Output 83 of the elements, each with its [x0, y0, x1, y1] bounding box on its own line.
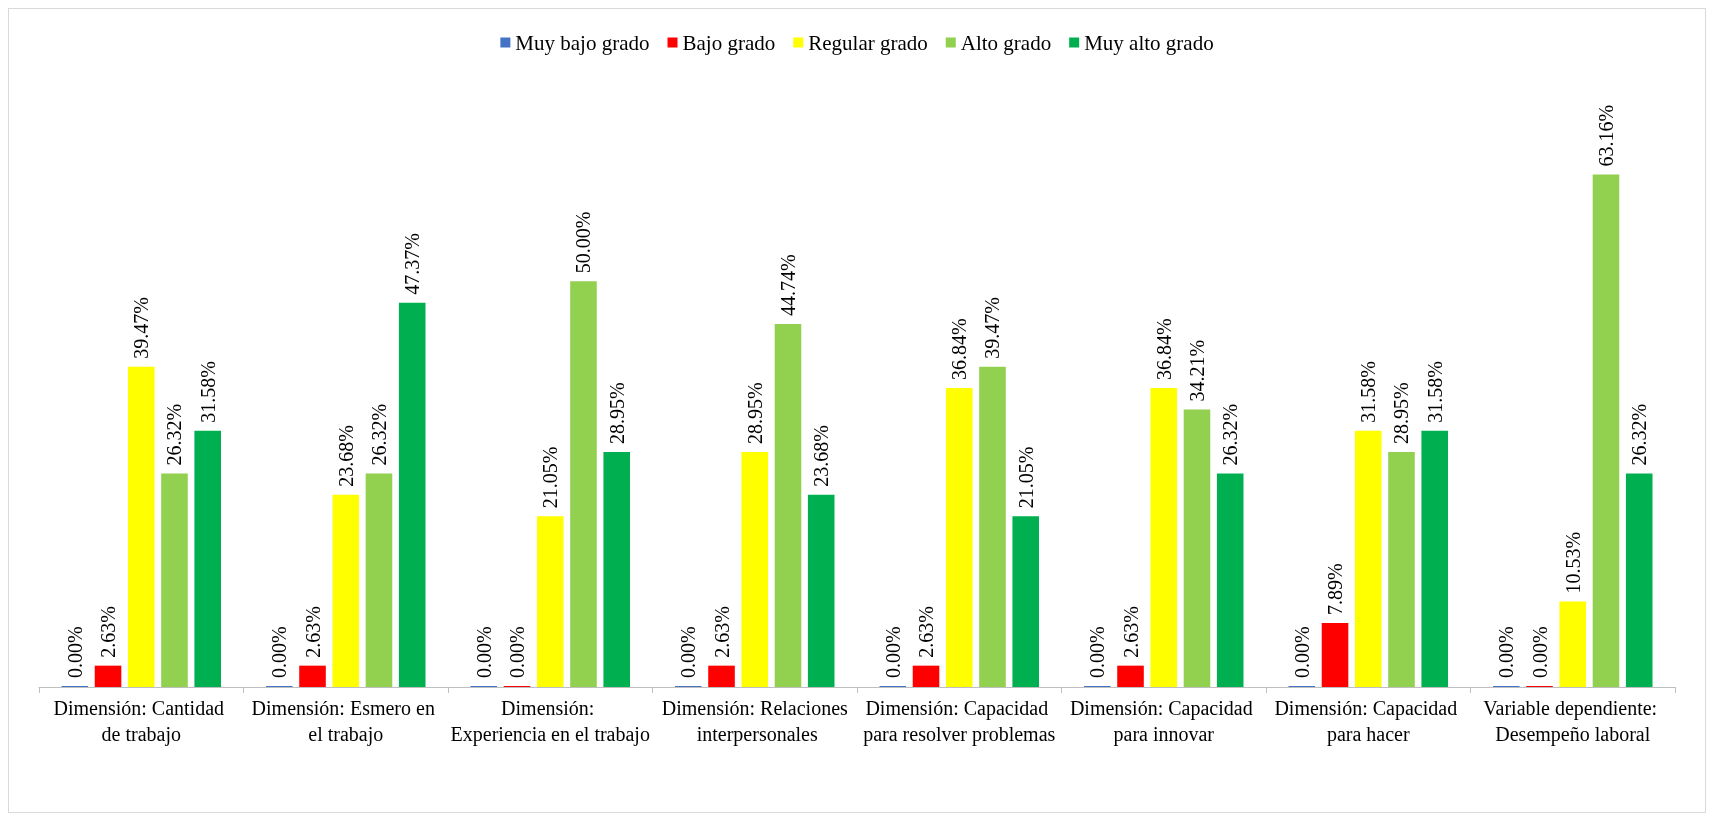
bar [1117, 665, 1144, 687]
bar [365, 473, 393, 687]
data-label: 0.00% [472, 626, 495, 678]
bar [332, 494, 360, 687]
data-label: 26.32% [163, 403, 186, 466]
data-label: 21.05% [539, 446, 562, 509]
bar [1216, 473, 1244, 687]
data-label: 63.16% [1594, 104, 1617, 167]
data-label: 28.95% [605, 382, 628, 445]
data-label: 31.58% [1357, 361, 1380, 423]
bar [1559, 601, 1587, 687]
data-label: 2.63% [301, 605, 324, 658]
bar [1354, 430, 1382, 687]
data-label: 26.32% [367, 403, 390, 466]
data-label: 0.00% [677, 626, 700, 678]
data-label: 31.58% [196, 361, 219, 423]
data-label: 28.95% [743, 382, 766, 445]
data-label: 39.47% [981, 297, 1004, 359]
bar [1183, 409, 1211, 687]
data-label: 7.89% [1324, 563, 1347, 615]
legend-label: Muy bajo grado [515, 30, 650, 55]
bar [774, 323, 802, 687]
data-label: 0.00% [1528, 626, 1551, 678]
bar [194, 430, 222, 687]
bar [1150, 388, 1178, 687]
data-label: 26.32% [1219, 403, 1242, 466]
bar [603, 452, 631, 687]
bar [912, 665, 940, 687]
bar [398, 302, 426, 687]
data-label: 23.68% [810, 425, 833, 487]
data-label: 50.00% [572, 211, 595, 274]
x-tick-label: Dimensión: Capacidad para resolver problemas [863, 697, 1056, 746]
bar [299, 665, 326, 687]
data-label: 26.32% [1628, 403, 1651, 466]
bar [1421, 430, 1449, 687]
data-label: 0.00% [506, 626, 529, 678]
data-label: 2.63% [915, 605, 938, 658]
data-label: 21.05% [1014, 446, 1037, 509]
data-label: 2.63% [710, 605, 733, 658]
bar [945, 388, 973, 687]
data-label: 0.00% [1495, 626, 1518, 678]
data-label: 2.63% [97, 605, 120, 658]
bar [570, 281, 597, 687]
bar [127, 366, 155, 687]
data-label: 0.00% [63, 626, 86, 678]
data-label: 39.47% [130, 297, 153, 359]
bar [1012, 516, 1039, 687]
bar [94, 665, 122, 687]
bar [1388, 452, 1415, 687]
data-label: 2.63% [1119, 605, 1142, 658]
data-label: 47.37% [401, 232, 424, 295]
legend-label: Muy alto grado [1084, 30, 1214, 55]
x-tick-label: Dimensión: Cantidad de trabajo [53, 697, 230, 746]
data-label: 44.74% [776, 254, 799, 316]
x-tick-label: Dimensión: Relaciones interpersonales [661, 697, 848, 746]
bar [536, 516, 564, 687]
x-tick-label: Dimensión: Capacidad para innovar [1069, 697, 1258, 746]
bar [741, 452, 769, 687]
data-label: 0.00% [881, 626, 904, 678]
data-label: 34.21% [1185, 339, 1208, 402]
x-tick-label: Dimensión: Experiencia en el trabajo [450, 697, 650, 746]
data-label: 23.68% [334, 425, 357, 487]
bar [1625, 473, 1653, 687]
data-label: 36.84% [1152, 318, 1175, 381]
data-label: 28.95% [1390, 382, 1413, 445]
legend-label: Alto grado [960, 30, 1052, 55]
data-label: 0.00% [1086, 626, 1109, 678]
bar [979, 366, 1006, 687]
bar [1321, 622, 1349, 687]
data-label: 0.00% [1290, 626, 1313, 678]
x-tick-label: Variable dependiente: Desempeño laboral [1483, 697, 1663, 746]
bar [161, 473, 188, 687]
data-label: 0.00% [268, 626, 291, 678]
x-tick-label: Dimensión: Esmero en el trabajo [251, 697, 440, 746]
data-label: 31.58% [1423, 361, 1446, 423]
legend-label: Bajo grado [682, 30, 776, 55]
bar [807, 494, 835, 687]
legend-label: Regular grado [808, 30, 928, 55]
bar [1592, 174, 1620, 687]
data-label: 10.53% [1561, 531, 1584, 594]
bar [708, 665, 735, 687]
data-label: 36.84% [948, 318, 971, 381]
x-tick-label: Dimensión: Capacidad para hacer [1274, 697, 1463, 746]
